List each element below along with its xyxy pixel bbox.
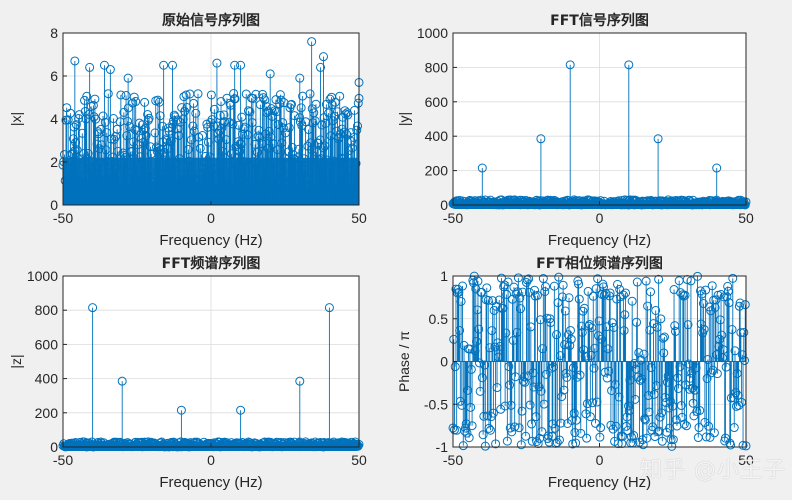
svg-text:1000: 1000 <box>417 25 448 41</box>
svg-text:0.5: 0.5 <box>429 311 449 327</box>
stem-series <box>448 271 751 451</box>
svg-text:4: 4 <box>50 111 58 127</box>
svg-text:0: 0 <box>207 210 215 226</box>
svg-text:0: 0 <box>50 439 58 455</box>
svg-text:-1: -1 <box>436 439 449 455</box>
svg-text:-50: -50 <box>443 452 463 468</box>
svg-text:-50: -50 <box>443 210 463 226</box>
x-axis-label: Frequency (Hz) <box>159 474 262 491</box>
svg-text:8: 8 <box>50 25 58 41</box>
svg-text:200: 200 <box>35 405 59 421</box>
svg-text:50: 50 <box>351 210 367 226</box>
subplot-fft-phase: -50 0 50 -1 -0.5 0 0.5 1 FFT相位频谱序列图 Frequency (… <box>396 255 754 491</box>
svg-text:1: 1 <box>440 268 448 284</box>
stem-series <box>58 37 364 206</box>
svg-text:6: 6 <box>50 68 58 84</box>
y-axis-label: |x| <box>8 112 24 126</box>
svg-text:800: 800 <box>35 302 59 318</box>
subplot-title: FFT相位频谱序列图 <box>536 255 663 272</box>
x-axis-label: Frequency (Hz) <box>548 474 651 491</box>
x-axis-label: Frequency (Hz) <box>548 232 651 249</box>
svg-text:800: 800 <box>425 59 449 75</box>
svg-text:0: 0 <box>440 354 448 370</box>
watermark: 知乎 @小王子 <box>640 458 786 483</box>
y-axis-label: |z| <box>8 354 24 368</box>
svg-text:600: 600 <box>425 94 449 110</box>
svg-text:600: 600 <box>35 336 59 352</box>
subplot-title: FFT频谱序列图 <box>162 255 261 272</box>
y-axis-label: |y| <box>396 112 412 126</box>
svg-text:0: 0 <box>440 197 448 213</box>
svg-text:0: 0 <box>207 452 215 468</box>
subplot-title: FFT信号序列图 <box>550 12 649 29</box>
stem-series <box>58 303 364 452</box>
svg-text:1000: 1000 <box>27 268 58 284</box>
svg-text:50: 50 <box>738 210 754 226</box>
svg-text:400: 400 <box>35 371 59 387</box>
svg-text:0: 0 <box>50 197 58 213</box>
svg-text:0: 0 <box>596 210 604 226</box>
svg-text:400: 400 <box>425 128 449 144</box>
y-axis-label: Phase / π <box>396 331 412 392</box>
subplot-title: 原始信号序列图 <box>162 12 260 29</box>
svg-text:200: 200 <box>425 163 449 179</box>
svg-text:50: 50 <box>738 452 754 468</box>
svg-text:2: 2 <box>50 154 58 170</box>
x-axis-label: Frequency (Hz) <box>159 232 262 249</box>
svg-text:50: 50 <box>351 452 367 468</box>
tick-labels: -50 0 50 -1 -0.5 0 0.5 1 <box>424 268 754 468</box>
svg-text:-50: -50 <box>53 210 73 226</box>
svg-text:0: 0 <box>596 452 604 468</box>
svg-text:-0.5: -0.5 <box>424 396 448 412</box>
svg-text:-50: -50 <box>53 452 73 468</box>
